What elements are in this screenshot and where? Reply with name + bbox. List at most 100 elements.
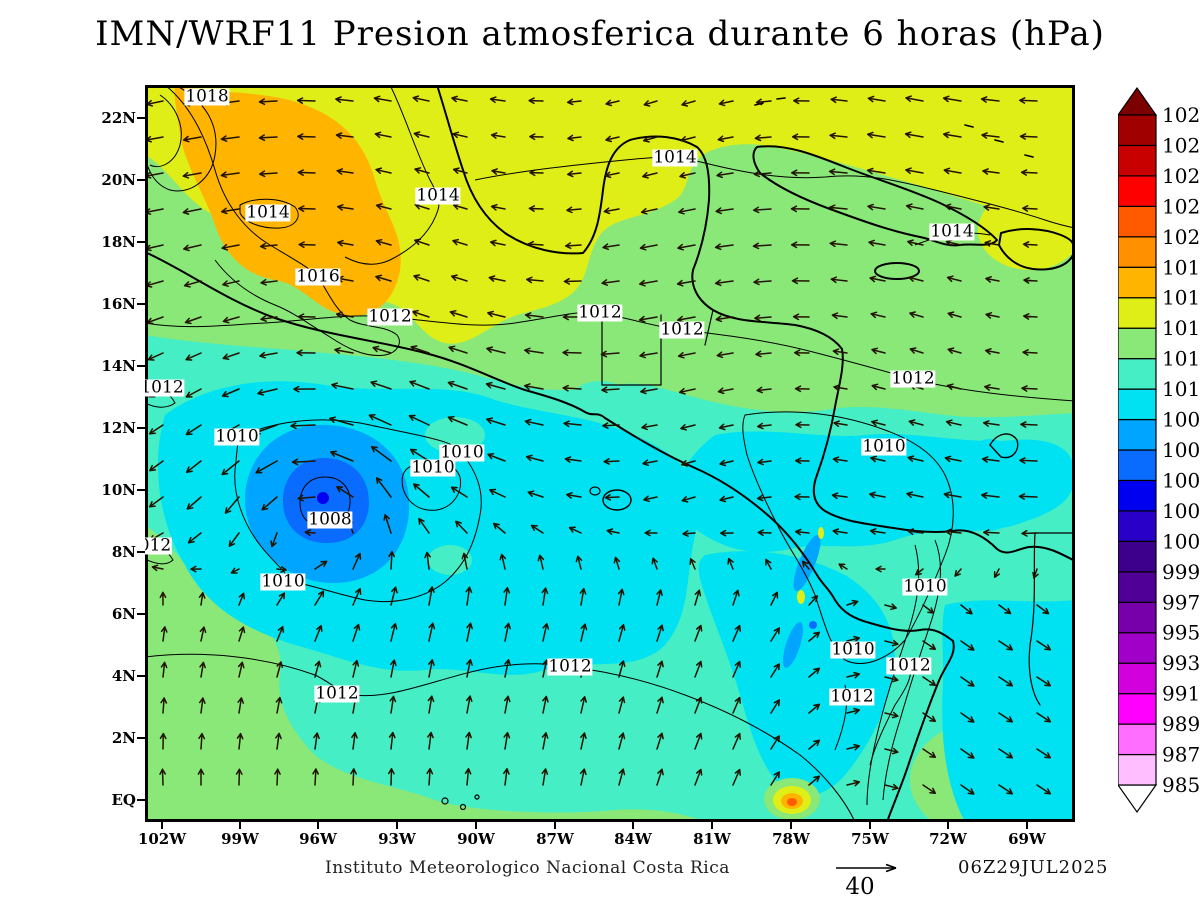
lat-tick-label: 18N [101, 233, 136, 251]
lon-tick-label: 102W [137, 830, 187, 848]
lon-tick-label: 96W [299, 830, 337, 848]
colorbar-segment [1118, 205, 1157, 238]
lon-tick-label: 81W [693, 830, 731, 848]
colorbar-level-label: 995 [1162, 621, 1200, 645]
colorbar-segment [1118, 662, 1157, 695]
valid-time-label: 06Z29JUL2025 [958, 857, 1109, 878]
colorbar-level-label: 989 [1162, 712, 1200, 736]
lat-tick-label: 12N [101, 419, 136, 437]
colorbar-level-label: 999 [1162, 560, 1200, 584]
colorbar-segment [1118, 723, 1157, 756]
colorbar-segment [1118, 175, 1157, 207]
lon-tick-mark [161, 822, 163, 829]
colorbar-level-label: 1025 [1162, 164, 1200, 188]
lat-tick-mark [137, 117, 145, 119]
lat-tick-mark [137, 613, 145, 615]
colorbar-segment [1118, 327, 1157, 360]
lon-tick-label: 69W [1008, 830, 1046, 848]
colorbar-level-label: 1007 [1162, 438, 1200, 462]
lat-tick-mark [137, 303, 145, 305]
colorbar-over-arrow [1118, 86, 1158, 116]
lat-tick-label: 10N [101, 481, 136, 499]
lat-tick-mark [137, 675, 145, 677]
lat-tick-mark [137, 737, 145, 739]
lat-tick-label: 6N [111, 605, 136, 623]
colorbar-segment [1118, 358, 1157, 390]
colorbar-segment [1118, 479, 1157, 512]
map-border [145, 85, 1075, 822]
colorbar-level-label: 987 [1162, 743, 1200, 767]
wind-arrows-path [145, 95, 1052, 795]
colorbar-level-label: 1027 [1162, 133, 1200, 157]
lon-tick-mark [239, 822, 241, 829]
colorbar-level-label: 997 [1162, 590, 1200, 614]
colorbar-level-label: 1013 [1162, 347, 1200, 371]
lat-tick-label: 14N [101, 357, 136, 375]
lat-tick-mark [137, 551, 145, 553]
lon-tick-label: 87W [536, 830, 574, 848]
lon-tick-mark [317, 822, 319, 829]
colorbar-level-label: 985 [1162, 773, 1200, 797]
colorbar-segment [1118, 753, 1157, 786]
colorbar-segment [1118, 601, 1157, 634]
colorbar-under-arrow [1118, 784, 1158, 814]
lat-tick-mark [137, 427, 145, 429]
colorbar-segment [1118, 510, 1157, 542]
lat-tick-label: 20N [101, 171, 136, 189]
pressure-map-canvas [145, 85, 1075, 822]
lon-tick-mark [632, 822, 634, 829]
lon-tick-label: 72W [929, 830, 967, 848]
lon-tick-mark [475, 822, 477, 829]
lat-tick-label: EQ [111, 791, 137, 809]
lon-tick-label: 84W [614, 830, 652, 848]
lon-tick-label: 99W [221, 830, 259, 848]
lat-tick-mark [137, 179, 145, 181]
pressure-fill-layer [145, 85, 1075, 822]
lon-tick-mark [869, 822, 871, 829]
lon-tick-label: 75W [851, 830, 889, 848]
colorbar-level-label: 1015 [1162, 316, 1200, 340]
lat-tick-label: 4N [111, 667, 136, 685]
wind-reference-arrow-icon [836, 863, 897, 873]
colorbar-level-label: 993 [1162, 651, 1200, 675]
colorbar-level-label: 1017 [1162, 286, 1200, 310]
lon-tick-mark [554, 822, 556, 829]
lat-tick-label: 22N [101, 109, 136, 127]
lon-tick-mark [396, 822, 398, 829]
map-panel [145, 85, 1075, 822]
lat-tick-mark [137, 799, 145, 801]
page-title: IMN/WRF11 Presion atmosferica durante 6 … [95, 14, 1105, 54]
institution-caption: Instituto Meteorologico Nacional Costa R… [325, 858, 730, 878]
lon-tick-label: 93W [378, 830, 416, 848]
wind-arrow-field [145, 95, 1052, 795]
colorbar-segment [1118, 114, 1157, 147]
colorbar-segment [1118, 571, 1157, 603]
colorbar-segment [1118, 236, 1157, 268]
colorbar-segment [1118, 418, 1157, 451]
colorbar-level-label: 1019 [1162, 255, 1200, 279]
colorbar-level-label: 1023 [1162, 194, 1200, 218]
colorbar-level-label: 1003 [1162, 499, 1200, 523]
colorbar-level-label: 1005 [1162, 468, 1200, 492]
colorbar-level-label: 1029 [1162, 103, 1200, 127]
colorbar-level-label: 991 [1162, 682, 1200, 706]
colorbar-segment [1118, 449, 1157, 482]
lat-tick-mark [137, 241, 145, 243]
lat-tick-mark [137, 489, 145, 491]
colorbar-segment [1118, 266, 1157, 299]
wind-reference-value: 40 [845, 874, 875, 900]
colorbar-segment [1118, 297, 1157, 329]
lon-tick-mark [1026, 822, 1028, 829]
colorbar-segment [1118, 388, 1157, 421]
colorbar-segment [1118, 632, 1157, 664]
lat-tick-label: 8N [111, 543, 136, 561]
lat-tick-label: 16N [101, 295, 136, 313]
colorbar-level-label: 1009 [1162, 408, 1200, 432]
lon-tick-mark [790, 822, 792, 829]
colorbar-segment [1118, 540, 1157, 573]
colorbar-segment [1118, 693, 1157, 725]
